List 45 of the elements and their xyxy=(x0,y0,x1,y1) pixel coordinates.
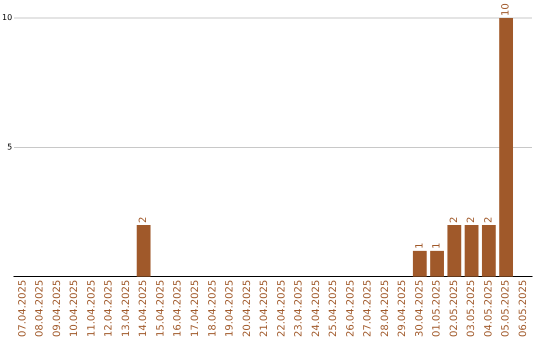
data-label: 2 xyxy=(483,216,494,223)
x-tick-label: 04.05.2025 xyxy=(483,280,494,338)
x-tick-label: 26.04.2025 xyxy=(345,280,356,338)
x-tick-label: 16.04.2025 xyxy=(172,280,184,338)
x-tick-label: 23.04.2025 xyxy=(294,280,305,338)
y-tick-label: 5 xyxy=(7,142,12,152)
data-label: 2 xyxy=(448,216,460,223)
bar xyxy=(136,224,151,277)
x-tick-label: 22.04.2025 xyxy=(276,280,288,338)
data-label: 10 xyxy=(500,3,512,16)
x-tick-label: 09.04.2025 xyxy=(52,280,63,338)
bar xyxy=(412,250,427,277)
data-label: 2 xyxy=(466,216,478,223)
x-tick-label: 30.04.2025 xyxy=(414,280,426,338)
x-tick-label: 13.04.2025 xyxy=(120,280,132,338)
x-tick-label: 17.04.2025 xyxy=(190,280,202,338)
x-tick-label: 15.04.2025 xyxy=(155,280,166,338)
x-tick-label: 11.04.2025 xyxy=(86,280,98,338)
x-tick-label: 27.04.2025 xyxy=(362,280,374,338)
x-tick-label: 18.04.2025 xyxy=(207,280,218,338)
x-tick-label: 10.04.2025 xyxy=(69,280,80,338)
data-label: 1 xyxy=(432,242,443,249)
x-tick-label: 06.05.2025 xyxy=(518,280,529,338)
x-tick-label: 19.04.2025 xyxy=(224,280,236,338)
x-tick-label: 28.04.2025 xyxy=(380,280,391,338)
x-tick-label: 29.04.2025 xyxy=(397,280,408,338)
x-tick-label: 14.04.2025 xyxy=(138,280,150,338)
x-tick-label: 20.04.2025 xyxy=(242,280,253,338)
x-tick-label: 21.04.2025 xyxy=(259,280,270,338)
bar xyxy=(430,250,444,277)
bar xyxy=(464,224,478,277)
bar xyxy=(447,224,462,277)
x-tick-label: 24.04.2025 xyxy=(310,280,322,338)
x-tick-label: 03.05.2025 xyxy=(466,280,478,338)
bar xyxy=(482,224,496,277)
x-tick-label: 08.04.2025 xyxy=(34,280,46,338)
x-tick-label: 01.05.2025 xyxy=(432,280,443,338)
x-tick-label: 25.04.2025 xyxy=(328,280,340,338)
x-tick-label: 07.04.2025 xyxy=(17,280,28,338)
data-label: 2 xyxy=(138,216,150,223)
data-label: 1 xyxy=(414,242,426,249)
bar xyxy=(499,18,514,277)
x-tick-label: 05.05.2025 xyxy=(500,280,512,338)
x-tick-label: 12.04.2025 xyxy=(104,280,115,338)
x-tick-label: 02.05.2025 xyxy=(448,280,460,338)
